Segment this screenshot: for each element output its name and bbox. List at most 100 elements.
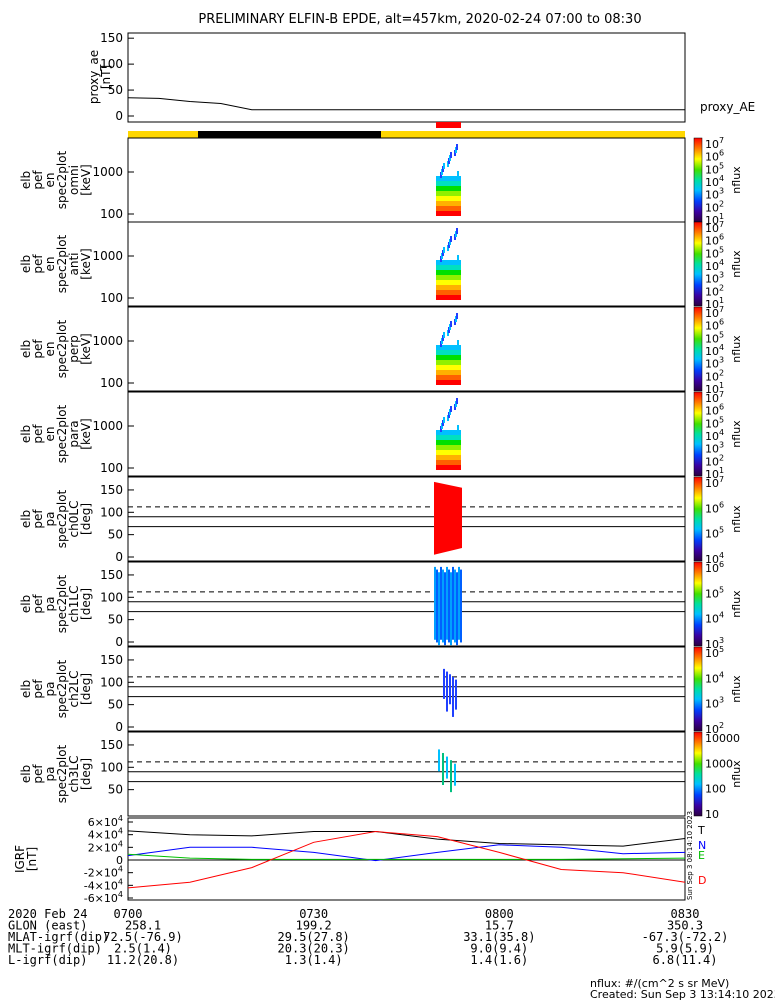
flux-column xyxy=(434,566,436,640)
ephemeris-row-label: GLON (east) xyxy=(8,919,87,933)
flux-cell xyxy=(450,406,452,412)
colorbar-tick-label: 106 xyxy=(705,318,724,333)
flux-cell xyxy=(457,425,459,431)
igrf-ytick-label: 4×104 xyxy=(88,827,123,842)
ae-ytick-label: 100 xyxy=(100,57,123,71)
created-note: Created: Sun Sep 3 13:14:10 2023 xyxy=(590,988,775,1000)
ephemeris-row-label: L-igrf(dip) xyxy=(8,953,87,967)
panel-ch3lc: elbpefpaspec2plotch3LC[deg] 10000 1000 100 1… xyxy=(19,731,743,821)
flux-cell xyxy=(456,144,458,150)
colorbar-tick-label: 10000 xyxy=(705,732,740,745)
panel-ylabel: elbpefpaspec2plotch2LC[deg] xyxy=(19,659,93,718)
flux-block xyxy=(434,481,462,555)
ephemeris-value: 6.8(11.4) xyxy=(652,953,717,967)
flux-cell xyxy=(456,228,458,234)
igrf-line-d xyxy=(127,830,686,889)
ytick-label: 150 xyxy=(100,483,123,497)
colorbar-label: nflux xyxy=(730,760,743,788)
flux-column xyxy=(450,572,452,646)
flux-cell xyxy=(436,260,461,265)
panel-ylabel: elbpefpaspec2plotch3LC[deg] xyxy=(19,744,93,803)
colorbar-tick-label: 101 xyxy=(705,466,724,481)
colorbar-tick-label: 106 xyxy=(705,560,724,575)
flux-cell xyxy=(450,236,452,242)
colorbar xyxy=(693,476,703,562)
ytick-label: 50 xyxy=(108,613,123,627)
colorbar-tick-label: 105 xyxy=(705,526,724,541)
flux-cell xyxy=(436,380,461,385)
flux-column xyxy=(446,756,448,779)
x-tick-label: 0730 xyxy=(299,907,328,921)
ephemeris-value: 9.0(9.4) xyxy=(470,942,528,956)
colorbar-tick-label: 104 xyxy=(705,258,724,273)
panel-frame xyxy=(127,561,686,647)
colorbar xyxy=(693,221,703,307)
flux-cell xyxy=(450,321,452,327)
colorbar-tick-label: 104 xyxy=(705,670,724,685)
colorbar xyxy=(693,731,703,817)
colorbar xyxy=(693,391,703,477)
panel-frame xyxy=(127,306,686,392)
colorbar-tick-label: 106 xyxy=(705,233,724,248)
igrf-ytick-label: -4×104 xyxy=(84,877,123,892)
flux-cell xyxy=(436,270,461,275)
colorbar-tick-label: 102 xyxy=(705,721,724,736)
proxy-ae-legend: proxy_AE xyxy=(700,100,755,114)
ephemeris-value: 5.9(5.9) xyxy=(656,942,714,956)
flux-column xyxy=(436,569,438,643)
igrf-ytick-label: 0 xyxy=(116,854,123,867)
colorbar-label: nflux xyxy=(730,590,743,618)
colorbar-tick-label: 102 xyxy=(705,453,724,468)
colorbar-tick-label: 105 xyxy=(705,245,724,260)
ytick-label: 0 xyxy=(115,635,123,649)
ephemeris-value: 1.3(1.4) xyxy=(285,953,343,967)
igrf-legend-n: N xyxy=(698,839,706,852)
flux-column xyxy=(454,763,456,786)
colorbar-tick-label: 101 xyxy=(705,296,724,311)
colorbar-tick-label: 107 xyxy=(705,305,724,320)
colorbar-tick-label: 101 xyxy=(705,212,724,227)
flux-cell xyxy=(456,398,458,404)
colorbar-tick-label: 107 xyxy=(705,220,724,235)
flux-column xyxy=(449,674,451,705)
flux-column xyxy=(452,566,454,640)
flux-cell xyxy=(436,345,461,350)
colorbar-tick-label: 104 xyxy=(705,174,724,189)
ae-ytick-label: 0 xyxy=(115,109,123,123)
colorbar-tick-label: 101 xyxy=(705,381,724,396)
flux-column xyxy=(442,569,444,643)
flux-column xyxy=(448,569,450,643)
panel-frame xyxy=(127,391,686,477)
ytick-label: 100 xyxy=(100,760,123,774)
ephemeris-value: 350.3 xyxy=(667,919,703,933)
flux-cell xyxy=(436,206,461,211)
colorbar-tick-label: 100 xyxy=(705,783,726,796)
flux-column xyxy=(444,572,446,646)
colorbar-tick-label: 103 xyxy=(705,271,724,286)
flux-cell xyxy=(436,211,461,216)
ytick-label: 0 xyxy=(115,550,123,564)
flux-cell xyxy=(436,370,461,375)
x-tick-label: 0830 xyxy=(671,907,700,921)
flux-column xyxy=(460,569,462,643)
status-bar-black xyxy=(198,131,381,138)
ephemeris-value: 1.4(1.6) xyxy=(470,953,528,967)
colorbar-tick-label: 105 xyxy=(705,415,724,430)
colorbar-label: nflux xyxy=(730,420,743,448)
igrf-ytick-label: 6×104 xyxy=(88,814,123,829)
flux-cell xyxy=(436,275,461,280)
ytick-label: 1000 xyxy=(92,249,123,263)
igrf-line-t xyxy=(127,830,686,847)
panel-frame xyxy=(127,476,686,562)
panel-ylabel: elbpefpaspec2plotch0LC[deg] xyxy=(19,489,93,548)
igrf-line-n xyxy=(127,844,686,862)
flux-cell xyxy=(436,355,461,360)
igrf-legend-d: D xyxy=(698,874,706,887)
ephemeris-value: 20.3(20.3) xyxy=(278,942,350,956)
colorbar-label: nflux xyxy=(730,250,743,278)
panel-perp: elbpefenspec2plotperp[keV]10710610510410… xyxy=(19,305,743,396)
colorbar-tick-label: 104 xyxy=(705,428,724,443)
colorbar xyxy=(693,561,703,647)
panel-ylabel: elbpefenspec2plotpara[keV] xyxy=(19,404,93,463)
